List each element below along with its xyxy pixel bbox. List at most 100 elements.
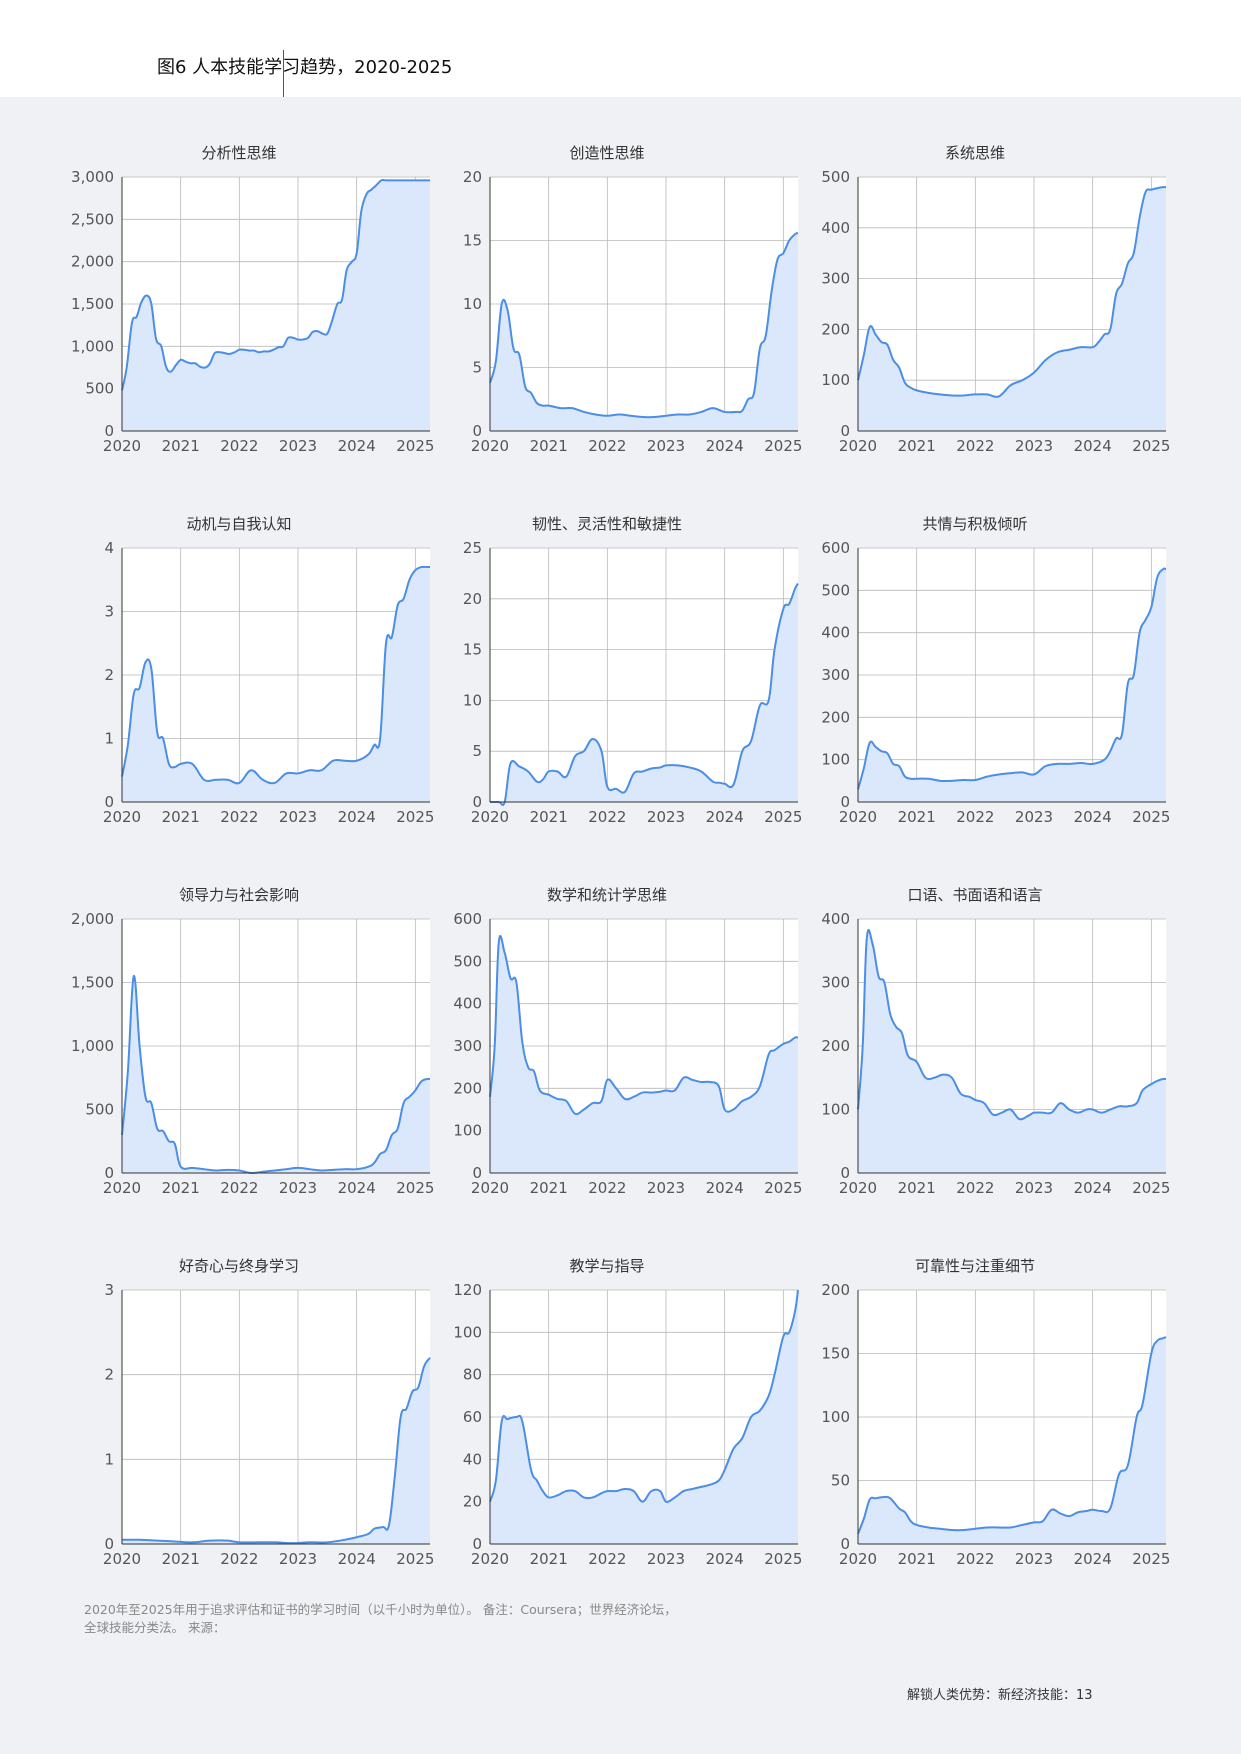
x-tick-label: 2020 <box>471 437 509 455</box>
x-tick-label: 2022 <box>588 808 626 826</box>
x-tick-label: 2020 <box>839 437 877 455</box>
y-tick-label: 100 <box>821 1408 850 1426</box>
y-tick-label: 500 <box>453 952 482 970</box>
x-tick-label: 2021 <box>530 437 568 455</box>
x-tick-label: 2024 <box>338 808 376 826</box>
y-tick-label: 0 <box>840 422 850 440</box>
x-tick-label: 2023 <box>647 1550 685 1568</box>
series-line <box>489 231 799 419</box>
series-line <box>121 1357 431 1545</box>
x-tick-label: 2024 <box>1074 437 1112 455</box>
y-tick-label: 400 <box>821 624 850 642</box>
y-tick-label: 300 <box>453 1037 482 1055</box>
note-line-1: 2020年至2025年用于追求评估和证书的学习时间（以千小时为单位）。 备注：C… <box>84 1602 677 1617</box>
y-tick-label: 0 <box>472 422 482 440</box>
y-tick-label: 3 <box>104 603 114 621</box>
y-tick-label: 100 <box>821 751 850 769</box>
x-tick-label: 2024 <box>706 808 744 826</box>
series-area <box>858 568 1166 802</box>
x-tick-label: 2020 <box>471 1550 509 1568</box>
x-tick-label: 2020 <box>103 808 141 826</box>
x-tick-label: 2025 <box>1132 1550 1170 1568</box>
y-tick-label: 120 <box>453 1281 482 1299</box>
series-area <box>122 179 430 431</box>
x-tick-label: 2024 <box>706 437 744 455</box>
x-tick-label: 2024 <box>338 1179 376 1197</box>
x-tick-label: 2025 <box>764 437 802 455</box>
x-tick-label: 2022 <box>588 1550 626 1568</box>
x-tick-label: 2025 <box>396 1550 434 1568</box>
y-tick-label: 5 <box>472 742 482 760</box>
y-tick-label: 60 <box>463 1408 482 1426</box>
series-line <box>490 583 799 807</box>
x-tick-label: 2023 <box>279 1179 317 1197</box>
y-tick-label: 300 <box>821 974 850 992</box>
y-tick-label: 1,500 <box>71 974 114 992</box>
x-tick-label: 2023 <box>647 808 685 826</box>
x-tick-label: 2024 <box>1074 808 1112 826</box>
x-tick-label: 2025 <box>764 1550 802 1568</box>
y-tick-label: 5 <box>472 359 482 377</box>
x-tick-label: 2021 <box>162 808 200 826</box>
series-line <box>857 1336 1167 1535</box>
chart-title: 口语、书面语和语言 <box>907 886 1042 904</box>
y-tick-label: 200 <box>821 1281 850 1299</box>
series-area <box>122 1357 430 1544</box>
series-area <box>858 1336 1166 1544</box>
chart-title: 系统思维 <box>945 144 1005 162</box>
x-tick-label: 2022 <box>220 437 258 455</box>
y-tick-label: 1,000 <box>71 337 114 355</box>
series-area <box>858 930 1166 1173</box>
x-tick-label: 2021 <box>162 437 200 455</box>
figure-note: 2020年至2025年用于追求评估和证书的学习时间（以千小时为单位）。 备注：C… <box>84 1601 784 1637</box>
x-tick-label: 2025 <box>1132 1179 1170 1197</box>
series-line <box>489 1289 799 1503</box>
series-area <box>858 187 1166 431</box>
y-tick-label: 0 <box>104 1535 114 1553</box>
y-tick-label: 0 <box>472 1164 482 1182</box>
x-tick-label: 2020 <box>471 808 509 826</box>
y-tick-label: 2,500 <box>71 210 114 228</box>
x-tick-label: 2025 <box>764 1179 802 1197</box>
x-tick-label: 2021 <box>898 437 936 455</box>
x-tick-label: 2021 <box>898 808 936 826</box>
y-tick-label: 100 <box>821 1101 850 1119</box>
series-area <box>490 935 798 1173</box>
y-tick-label: 0 <box>840 1535 850 1553</box>
chart-12: 0 50 100 150 200 2020 2021 2022 2023 2024 2025 可靠性与… <box>821 1257 1170 1568</box>
chart-title: 数学和统计学思维 <box>547 886 667 904</box>
series-line <box>857 567 1167 790</box>
x-tick-label: 2022 <box>220 1550 258 1568</box>
x-tick-label: 2023 <box>647 1179 685 1197</box>
x-tick-label: 2025 <box>1132 437 1170 455</box>
x-tick-label: 2023 <box>1015 1179 1053 1197</box>
y-tick-label: 50 <box>831 1472 850 1490</box>
chart-title: 动机与自我认知 <box>186 515 291 533</box>
series-area <box>490 583 798 806</box>
y-tick-label: 20 <box>463 168 482 186</box>
chart-8: 0 100 200 300 400 500 600 2020 2021 2022 2023 2024 2… <box>453 886 802 1197</box>
chart-title: 教学与指导 <box>569 1257 644 1275</box>
page-footer: 解锁人类优势：新经济技能：13 <box>907 1688 1093 1703</box>
series-area <box>490 232 798 431</box>
series-area <box>122 566 430 802</box>
x-tick-label: 2023 <box>279 437 317 455</box>
y-tick-label: 600 <box>453 910 482 928</box>
y-tick-label: 300 <box>821 666 850 684</box>
x-tick-label: 2025 <box>396 437 434 455</box>
y-tick-label: 3 <box>104 1281 114 1299</box>
y-tick-label: 25 <box>463 539 482 557</box>
chart-1: 0 500 1,000 1,500 2,000 2,500 3,000 2020 2021 202… <box>71 144 434 455</box>
x-tick-label: 2021 <box>162 1179 200 1197</box>
y-tick-label: 500 <box>85 1101 114 1119</box>
x-tick-label: 2022 <box>956 1179 994 1197</box>
y-tick-label: 2,000 <box>71 253 114 271</box>
y-tick-label: 0 <box>472 793 482 811</box>
y-tick-label: 0 <box>840 1164 850 1182</box>
y-tick-label: 400 <box>821 910 850 928</box>
series-line <box>857 186 1167 398</box>
x-tick-label: 2020 <box>103 1179 141 1197</box>
